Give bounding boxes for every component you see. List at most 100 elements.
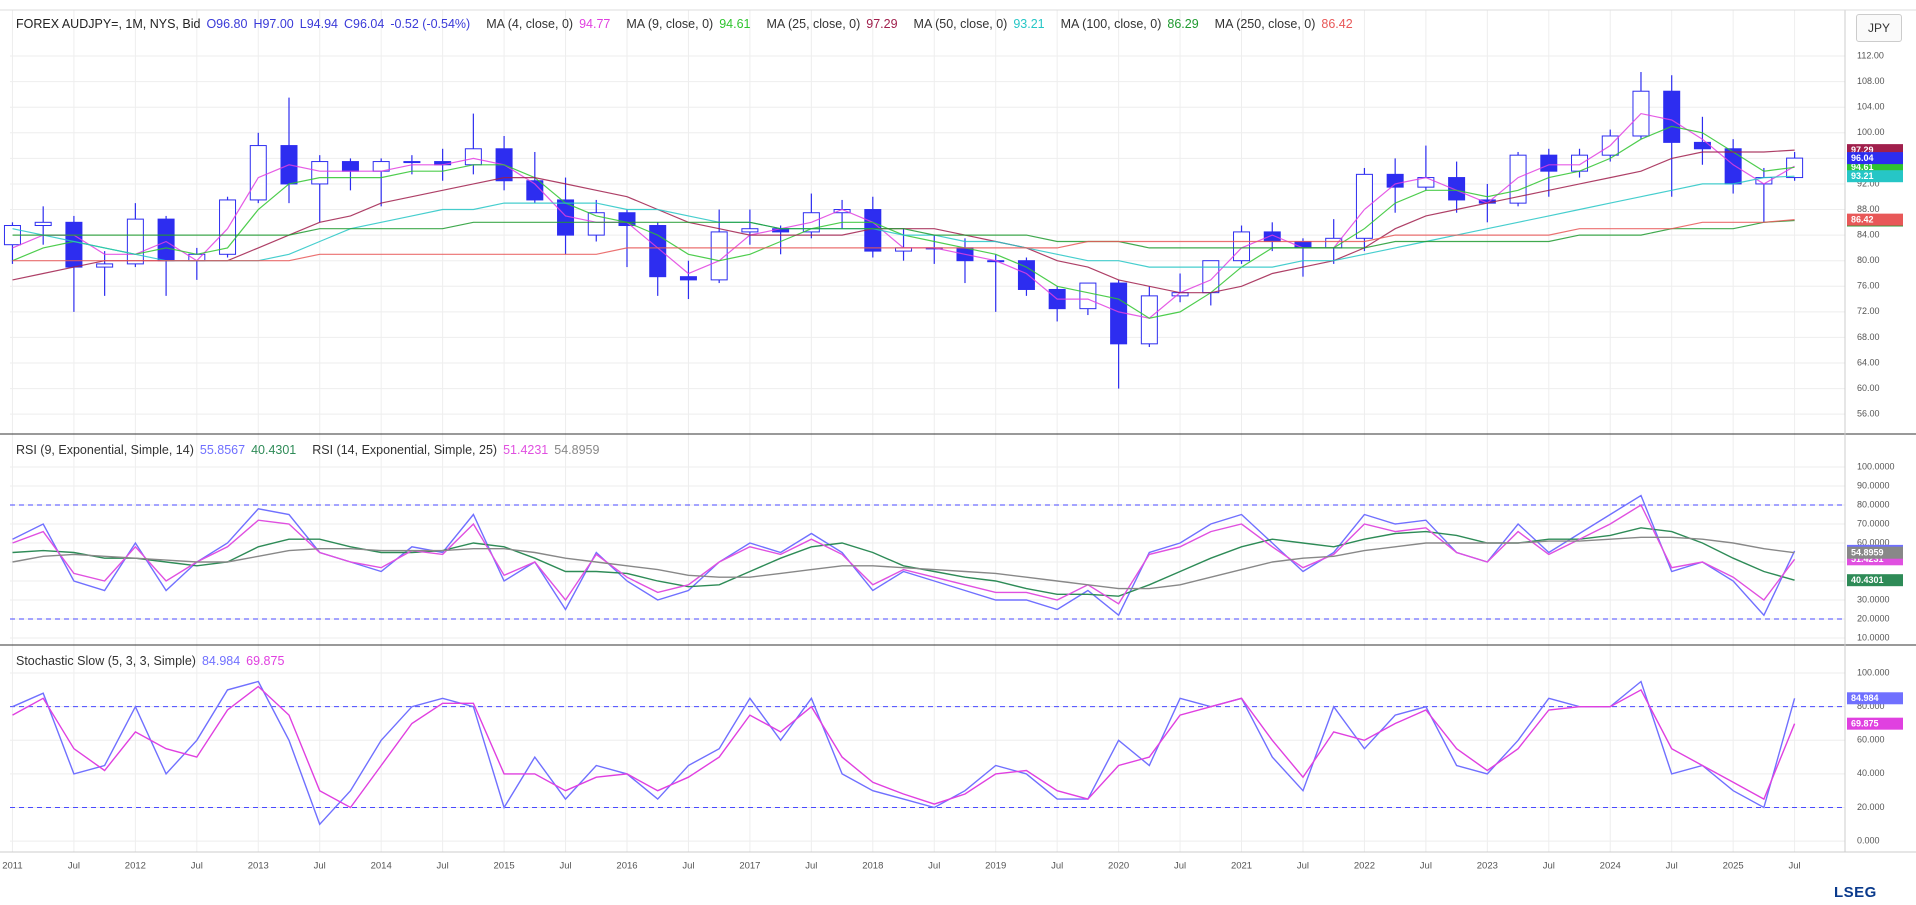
- legend-name: MA (100, close, 0): [1060, 17, 1162, 31]
- y-tick-label: 90.0000: [1857, 480, 1890, 490]
- candle-body: [249, 145, 267, 201]
- last-value-tag: 97.29: [1851, 145, 1874, 155]
- y-tick-label: 100.0000: [1857, 461, 1895, 471]
- ohlc-value: L94.94: [299, 17, 338, 31]
- legend-name: MA (50, close, 0): [913, 17, 1008, 31]
- y-tick-label: 100.000: [1857, 667, 1890, 677]
- x-tick-label: 2022: [1354, 861, 1375, 872]
- symbol-title: FOREX AUDJPY=, 1M, NYS, Bid: [16, 17, 201, 31]
- last-value-tag-bg: [1847, 574, 1903, 587]
- y-tick-label: 68.00: [1857, 332, 1880, 342]
- moving-average-line: [12, 149, 1795, 294]
- y-tick-label: 88.00: [1857, 204, 1880, 214]
- y-tick-label: 104.00: [1857, 102, 1885, 112]
- legend-value: 94.77: [579, 17, 611, 31]
- indicator-line: [12, 494, 1796, 617]
- moving-average-line: [12, 175, 1795, 268]
- x-tick-label: Jul: [805, 861, 817, 872]
- legend-name: Stochastic Slow (5, 3, 3, Simple): [16, 654, 196, 668]
- x-tick-label: Jul: [1420, 861, 1432, 872]
- last-value-tag: 69.875: [1851, 719, 1879, 729]
- y-tick-label: 70.0000: [1857, 518, 1890, 528]
- x-tick-label: Jul: [68, 861, 80, 872]
- x-tick-label: Jul: [1789, 861, 1801, 872]
- y-tick-label: 80.000: [1857, 701, 1885, 711]
- x-tick-label: 2018: [862, 861, 883, 872]
- last-value-tag: 94.61: [1851, 162, 1874, 172]
- price-change: -0.52 (-0.54%): [390, 17, 471, 31]
- legend-name: RSI (14, Exponential, Simple, 25): [312, 443, 498, 457]
- last-value-tag: 86.42: [1851, 215, 1874, 225]
- legend-value: 93.21: [1013, 17, 1045, 31]
- legend-name: MA (250, close, 0): [1214, 17, 1316, 31]
- legend-value: 55.8567: [199, 443, 246, 457]
- x-tick-label: Jul: [928, 861, 940, 872]
- last-value-tag-bg: [1847, 692, 1903, 705]
- candle-body: [618, 212, 636, 227]
- candle-body: [1140, 295, 1158, 345]
- y-tick-label: 20.0000: [1857, 613, 1890, 623]
- axes: 2011 Jul 2012 Jul 2013 Jul 2014 Jul 2015 Jul 2016 J…: [0, 9, 1916, 872]
- y-tick-label: 100.00: [1857, 127, 1885, 137]
- candle-body: [311, 161, 329, 185]
- legend-value: 84.984: [201, 654, 241, 668]
- x-tick-label: Jul: [437, 861, 449, 872]
- ohlc-value: H97.00: [253, 17, 294, 31]
- y-tick-label: 112.00: [1857, 50, 1884, 60]
- x-tick-label: Jul: [1297, 861, 1309, 872]
- candle-body: [341, 161, 359, 172]
- legend-value: 54.8959: [554, 443, 600, 457]
- y-tick-label: 76.00: [1857, 281, 1880, 291]
- legend-value: 94.61: [719, 17, 751, 31]
- candle-body: [587, 212, 605, 236]
- last-value-tag-bg: [1847, 152, 1903, 165]
- ohlc-value: C96.04: [344, 17, 385, 31]
- x-tick-label: 2013: [248, 861, 269, 872]
- y-tick-label: 56.00: [1857, 409, 1880, 419]
- legend-name: RSI (9, Exponential, Simple, 14): [16, 443, 194, 457]
- moving-average-line: [12, 125, 1795, 319]
- x-tick-label: Jul: [1543, 861, 1555, 872]
- moving-average-line: [12, 112, 1795, 319]
- candle-body: [1386, 173, 1404, 188]
- ohlc-value: O96.80: [206, 17, 248, 31]
- y-tick-label: 20.000: [1857, 802, 1885, 812]
- legend-name: MA (4, close, 0): [486, 17, 574, 31]
- y-tick-label: 108.00: [1857, 76, 1885, 86]
- last-value-tag-bg: [1847, 546, 1903, 559]
- x-tick-label: 2023: [1477, 861, 1498, 872]
- legend-value: 86.42: [1321, 17, 1353, 31]
- x-tick-label: 2024: [1600, 861, 1621, 872]
- x-tick-label: 2012: [125, 861, 146, 872]
- x-tick-label: 2016: [616, 861, 637, 872]
- legend-name: MA (9, close, 0): [626, 17, 714, 31]
- price-legend: FOREX AUDJPY=, 1M, NYS, Bid O96.80 H97.00 L…: [16, 17, 1369, 31]
- y-tick-label: 92.00: [1857, 178, 1880, 188]
- candle-body: [1233, 231, 1251, 262]
- x-tick-label: 2017: [739, 861, 760, 872]
- moving-average-line: [12, 219, 1795, 249]
- last-value-tag: 84.984: [1851, 693, 1879, 703]
- x-tick-label: Jul: [191, 861, 203, 872]
- x-tick-label: Jul: [682, 861, 694, 872]
- logo: LSEG: [1834, 884, 1877, 901]
- marks: [3, 72, 1804, 826]
- last-value-tag: 40.4301: [1851, 575, 1884, 585]
- last-value-tag: 96.04: [1851, 153, 1874, 163]
- rsi-legend: RSI (9, Exponential, Simple, 14) 55.8567 4…: [16, 443, 615, 457]
- candle-body: [1017, 260, 1035, 290]
- y-tick-label: 0.000: [1857, 835, 1880, 845]
- x-tick-label: Jul: [1666, 861, 1678, 872]
- y-tick-label: 80.00: [1857, 255, 1880, 265]
- currency-button[interactable]: JPY: [1856, 14, 1902, 42]
- candle-body: [1263, 231, 1281, 243]
- candle-body: [1663, 90, 1681, 143]
- x-tick-label: Jul: [314, 861, 326, 872]
- last-value-tag-bg: [1847, 170, 1903, 183]
- candle-body: [526, 180, 544, 201]
- candle-body: [710, 231, 728, 281]
- candle-body: [1325, 237, 1343, 249]
- candle-body: [679, 276, 697, 281]
- legend-name: MA (25, close, 0): [766, 17, 861, 31]
